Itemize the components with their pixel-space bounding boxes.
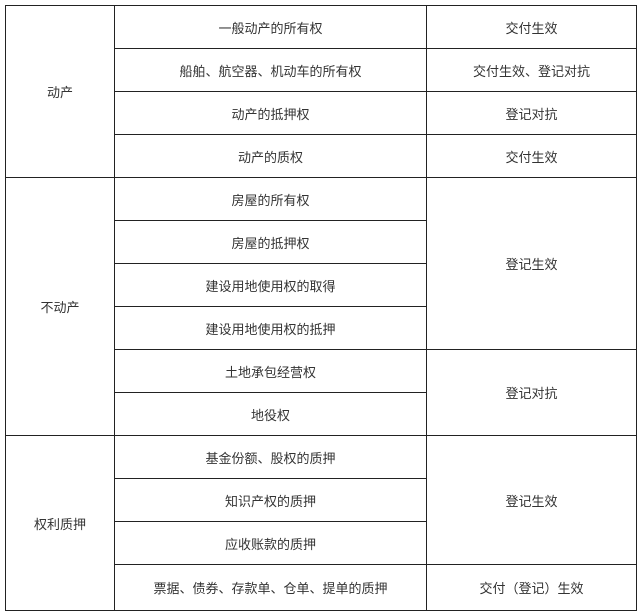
table-row: 票据、债券、存款单、仓单、提单的质押 交付（登记）生效 [6, 564, 637, 611]
right-cell: 船舶、航空器、机动车的所有权 [114, 48, 427, 92]
table-row: 应收账款的质押 [6, 521, 637, 565]
right-cell: 房屋的所有权 [114, 177, 427, 221]
category-cell: 权利质押 [5, 435, 115, 611]
table-row: 建设用地使用权的抵押 [6, 306, 637, 350]
right-cell: 建设用地使用权的取得 [114, 263, 427, 307]
table-row: 动产的质权 交付生效 [6, 134, 637, 178]
table-row: 船舶、航空器、机动车的所有权 交付生效、登记对抗 [6, 48, 637, 92]
effect-cell: 登记生效 [426, 177, 637, 350]
effect-cell: 交付生效 [426, 5, 637, 49]
property-rights-table: 动产 一般动产的所有权 交付生效 船舶、航空器、机动车的所有权 交付生效、登记对… [5, 5, 637, 611]
effect-cell: 登记生效 [426, 435, 637, 565]
right-cell: 房屋的抵押权 [114, 220, 427, 264]
effect-cell: 登记对抗 [426, 91, 637, 135]
table-row: 房屋的抵押权 [6, 220, 637, 264]
effect-cell: 交付生效 [426, 134, 637, 178]
right-cell: 应收账款的质押 [114, 521, 427, 565]
effect-cell: 登记对抗 [426, 349, 637, 436]
right-cell: 票据、债券、存款单、仓单、提单的质押 [114, 564, 427, 611]
right-cell: 知识产权的质押 [114, 478, 427, 522]
right-cell: 土地承包经营权 [114, 349, 427, 393]
table-row: 建设用地使用权的取得 [6, 263, 637, 307]
table-row: 地役权 [6, 392, 637, 436]
effect-cell: 交付（登记）生效 [426, 564, 637, 611]
right-cell: 基金份额、股权的质押 [114, 435, 427, 479]
table-row: 动产的抵押权 登记对抗 [6, 91, 637, 135]
right-cell: 地役权 [114, 392, 427, 436]
table-row: 动产 一般动产的所有权 交付生效 [5, 5, 637, 178]
right-cell: 一般动产的所有权 [114, 5, 427, 49]
category-cell: 动产 [5, 5, 115, 178]
table-row: 不动产 房屋的所有权 登记生效 [5, 177, 637, 436]
table-row: 土地承包经营权 登记对抗 [6, 349, 637, 436]
table-row: 权利质押 基金份额、股权的质押 登记生效 [5, 435, 637, 611]
table-row: 知识产权的质押 [6, 478, 637, 522]
right-cell: 建设用地使用权的抵押 [114, 306, 427, 350]
category-cell: 不动产 [5, 177, 115, 436]
effect-cell: 交付生效、登记对抗 [426, 48, 637, 92]
right-cell: 动产的质权 [114, 134, 427, 178]
right-cell: 动产的抵押权 [114, 91, 427, 135]
